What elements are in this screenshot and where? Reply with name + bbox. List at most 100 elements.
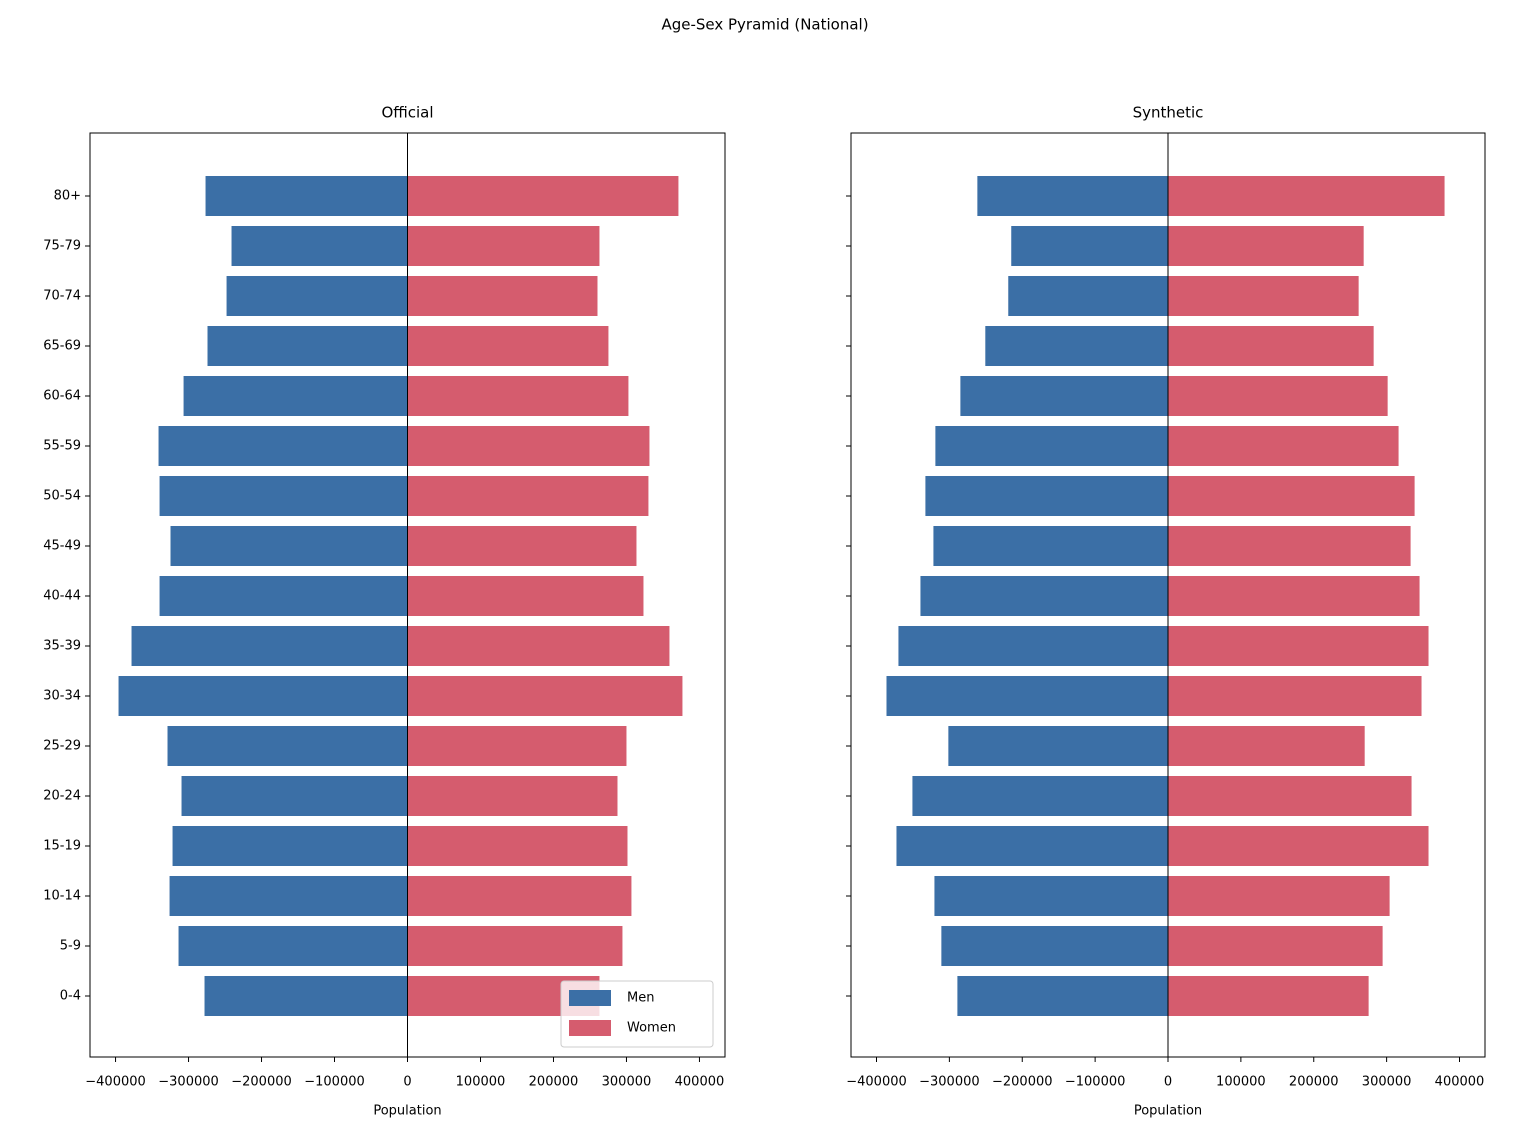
x-tick-label: 400000	[675, 1075, 725, 1090]
bar	[1168, 926, 1383, 966]
y-tick-label: 60-64	[43, 389, 81, 404]
bar	[158, 426, 408, 466]
bar	[1168, 276, 1359, 316]
legend-swatch	[569, 990, 611, 1006]
bar	[985, 326, 1168, 366]
legend-swatch	[569, 1020, 611, 1036]
bar	[407, 726, 627, 766]
bar	[407, 576, 644, 616]
bar	[167, 726, 408, 766]
chart-title: Official	[381, 104, 433, 122]
bar	[407, 876, 632, 916]
y-tick-label: 30-34	[43, 689, 81, 704]
bar	[407, 226, 600, 266]
bar	[977, 176, 1168, 216]
y-tick-label: 25-29	[43, 739, 81, 754]
y-tick-label: 0-4	[60, 989, 81, 1004]
bar	[407, 926, 623, 966]
chart-title: Synthetic	[1133, 104, 1204, 122]
bar	[159, 476, 408, 516]
bar	[1168, 626, 1429, 666]
x-axis-label: Population	[1134, 1104, 1202, 1119]
x-tick-label: 300000	[602, 1075, 652, 1090]
bar	[169, 876, 408, 916]
bar	[960, 376, 1168, 416]
bar	[1008, 276, 1168, 316]
bar	[226, 276, 408, 316]
y-tick-label: 45-49	[43, 539, 81, 554]
bar	[912, 776, 1168, 816]
bar	[1168, 526, 1411, 566]
bar	[407, 526, 637, 566]
bar	[407, 776, 618, 816]
bar	[1168, 776, 1412, 816]
bar	[204, 976, 408, 1016]
bar	[178, 926, 408, 966]
bar	[948, 726, 1168, 766]
bar	[957, 976, 1168, 1016]
y-tick-label: 20-24	[43, 789, 81, 804]
bar	[933, 526, 1168, 566]
x-tick-label: 0	[403, 1075, 411, 1090]
bar	[159, 576, 408, 616]
y-tick-label: 5-9	[60, 939, 81, 954]
plot-frame	[850, 132, 1486, 1058]
y-tick-label: 70-74	[43, 289, 81, 304]
bar	[1168, 326, 1374, 366]
legend-label: Women	[627, 1021, 676, 1036]
y-tick-label: 10-14	[43, 889, 81, 904]
bar	[407, 476, 649, 516]
bar	[407, 376, 629, 416]
x-tick-label: 100000	[456, 1075, 506, 1090]
bar	[407, 276, 598, 316]
bar	[207, 326, 408, 366]
y-tick-label: 35-39	[43, 639, 81, 654]
bar	[1011, 226, 1168, 266]
x-tick-label: −100000	[304, 1075, 365, 1090]
bar	[231, 226, 408, 266]
bar	[407, 326, 609, 366]
bar	[181, 776, 408, 816]
bar	[1168, 476, 1415, 516]
y-tick-label: 80+	[54, 189, 81, 204]
x-tick-label: 200000	[1289, 1075, 1339, 1090]
bar	[131, 626, 408, 666]
x-tick-label: 100000	[1216, 1075, 1266, 1090]
plot-frame	[89, 132, 726, 1058]
bar	[896, 826, 1168, 866]
y-tick-label: 50-54	[43, 489, 81, 504]
x-tick-label: −300000	[919, 1075, 980, 1090]
bar	[407, 826, 628, 866]
x-tick-label: −400000	[85, 1075, 146, 1090]
y-tick-label: 40-44	[43, 589, 81, 604]
y-tick-label: 75-79	[43, 239, 81, 254]
legend-label: Men	[627, 991, 654, 1006]
bar	[407, 626, 670, 666]
bar	[1168, 826, 1429, 866]
x-tick-label: 200000	[529, 1075, 579, 1090]
bar	[941, 926, 1168, 966]
y-tick-label: 15-19	[43, 839, 81, 854]
bar	[407, 176, 679, 216]
bar	[1168, 676, 1422, 716]
bar	[898, 626, 1168, 666]
y-tick-label: 65-69	[43, 339, 81, 354]
bar	[407, 676, 683, 716]
bar	[407, 426, 650, 466]
bar	[1168, 876, 1390, 916]
bar	[920, 576, 1168, 616]
bar	[1168, 726, 1365, 766]
figure-title: Age-Sex Pyramid (National)	[661, 16, 868, 34]
bar	[183, 376, 408, 416]
bar	[934, 876, 1168, 916]
bar	[1168, 176, 1445, 216]
x-tick-label: −200000	[992, 1075, 1053, 1090]
bar	[1168, 426, 1399, 466]
x-tick-label: 0	[1164, 1075, 1172, 1090]
bar	[925, 476, 1168, 516]
bar	[1168, 576, 1420, 616]
x-tick-label: −100000	[1065, 1075, 1126, 1090]
x-tick-label: −200000	[231, 1075, 292, 1090]
